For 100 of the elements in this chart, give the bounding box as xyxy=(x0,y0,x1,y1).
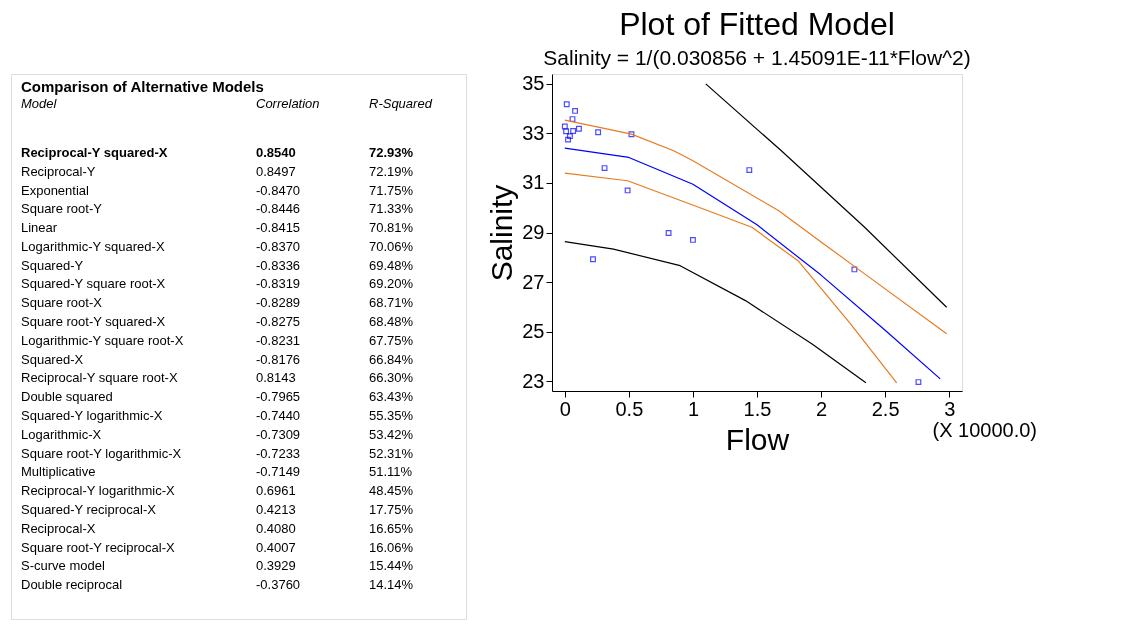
point xyxy=(575,125,582,132)
chart-subtitle: Salinity = 1/(0.030856 + 1.45091E-11*Flow^2) xyxy=(543,45,971,69)
data-label: -0.7965 xyxy=(256,389,301,405)
data-label: 66.30% xyxy=(369,370,414,386)
category-label: Reciprocal-Y logarithmic-X xyxy=(21,483,175,499)
category-label: Double reciprocal xyxy=(21,577,123,593)
data-label: 0.4007 xyxy=(256,539,296,555)
line-series xyxy=(564,172,898,384)
text: Comparison of Alternative Models xyxy=(21,78,264,96)
category-label: Double squared xyxy=(21,389,113,405)
data-label: 0.8497 xyxy=(256,163,296,179)
text: Correlation xyxy=(256,96,320,112)
point xyxy=(601,165,608,172)
data-label: 0.4080 xyxy=(256,520,296,536)
line-series xyxy=(705,83,948,308)
data-label: -0.8231 xyxy=(256,332,301,348)
data-label: -0.8275 xyxy=(256,314,301,330)
point xyxy=(566,133,573,140)
x-tick-label: 2 xyxy=(816,397,828,420)
point xyxy=(563,101,570,108)
data-label: 52.31% xyxy=(369,445,414,461)
data-label: 68.71% xyxy=(369,295,414,311)
category-label: Square root-Y logarithmic-X xyxy=(21,445,182,461)
data-label: 72.19% xyxy=(369,163,414,179)
data-label: 0.8540 xyxy=(256,144,296,160)
data-label: -0.7309 xyxy=(256,426,301,442)
data-label: 51.11% xyxy=(369,464,413,480)
category-label: Square root-X xyxy=(21,295,103,311)
data-label: 69.20% xyxy=(369,276,414,292)
point xyxy=(746,167,753,174)
point xyxy=(563,128,570,135)
data-label: 16.65% xyxy=(369,520,414,536)
data-label: -0.7233 xyxy=(256,445,301,461)
data-label: -0.8176 xyxy=(256,351,301,367)
data-label: 71.75% xyxy=(369,182,414,198)
point xyxy=(689,236,696,243)
point xyxy=(569,116,576,123)
data-label: -0.8336 xyxy=(256,257,301,273)
category-label: Square root-Y reciprocal-X xyxy=(21,539,175,555)
x-tick-label: 0 xyxy=(559,397,571,420)
x-tick-label: 3 xyxy=(944,397,956,420)
data-label: -0.8415 xyxy=(256,220,301,236)
x-tick-label: 0.5 xyxy=(615,397,644,420)
data-label: 14.14% xyxy=(369,577,414,593)
data-label: 0.3929 xyxy=(256,558,296,574)
y-tick-label: 29 xyxy=(522,221,545,243)
line-series xyxy=(564,119,948,335)
data-label: 68.48% xyxy=(369,314,414,330)
category-label: Logarithmic-Y squared-X xyxy=(21,238,165,254)
data-label: 0.8143 xyxy=(256,370,296,386)
point xyxy=(628,131,635,138)
x-axis-title: Flow xyxy=(725,422,790,456)
data-label: 16.06% xyxy=(369,539,414,555)
y-axis-title: Salinity xyxy=(485,184,519,282)
data-label: 15.44% xyxy=(369,558,414,574)
point xyxy=(665,230,672,236)
data-label: 0.4213 xyxy=(256,502,296,517)
category-label: S-curve model xyxy=(21,558,105,574)
point xyxy=(561,123,568,130)
category-label: Logarithmic-X xyxy=(21,426,102,442)
data-label: 70.06% xyxy=(369,238,414,254)
x-tick-label: 1 xyxy=(687,397,699,420)
category-label: Reciprocal-Y xyxy=(21,163,96,179)
y-tick-label: 25 xyxy=(522,320,545,343)
data-label: 70.81% xyxy=(369,220,414,236)
data-label: 17.75% xyxy=(369,502,414,517)
data-label: 0.6961 xyxy=(256,483,296,499)
category-label: Reciprocal-X xyxy=(21,520,96,536)
category-label: Squared-X xyxy=(21,351,84,367)
category-label: Square root-Y xyxy=(21,201,103,217)
point xyxy=(851,266,858,273)
category-label: Linear xyxy=(21,220,58,236)
data-label: 67.75% xyxy=(369,332,414,348)
point xyxy=(565,136,571,143)
data-label: 63.43% xyxy=(369,389,414,405)
data-label: 55.35% xyxy=(369,408,414,424)
data-label: 66.84% xyxy=(369,351,414,367)
data-label: -0.8470 xyxy=(256,182,301,198)
text: (X 10000.0) xyxy=(932,419,1037,441)
data-label: -0.3760 xyxy=(256,577,301,593)
category-label: Squared-Y reciprocal-X xyxy=(21,502,157,517)
point xyxy=(915,379,922,386)
point xyxy=(624,187,631,194)
line-series xyxy=(564,147,941,380)
data-label: 72.93% xyxy=(369,144,414,160)
data-label: -0.8446 xyxy=(256,201,301,217)
category-label: Squared-Y xyxy=(21,257,84,273)
x-tick-label: 1.5 xyxy=(743,397,772,420)
data-label: 48.45% xyxy=(369,483,414,499)
category-label: Multiplicative xyxy=(21,464,96,480)
y-tick-label: 31 xyxy=(522,171,545,194)
category-label: Exponential xyxy=(21,182,90,198)
y-tick-label: 23 xyxy=(522,369,545,392)
data-label: -0.7440 xyxy=(256,408,301,424)
point xyxy=(572,107,579,114)
data-label: 53.42% xyxy=(369,426,414,442)
y-tick-label: 33 xyxy=(522,121,545,144)
category-label: Reciprocal-Y squared-X xyxy=(21,144,168,160)
category-label: Squared-Y square root-X xyxy=(21,276,166,292)
category-label: Square root-Y squared-X xyxy=(21,314,166,330)
